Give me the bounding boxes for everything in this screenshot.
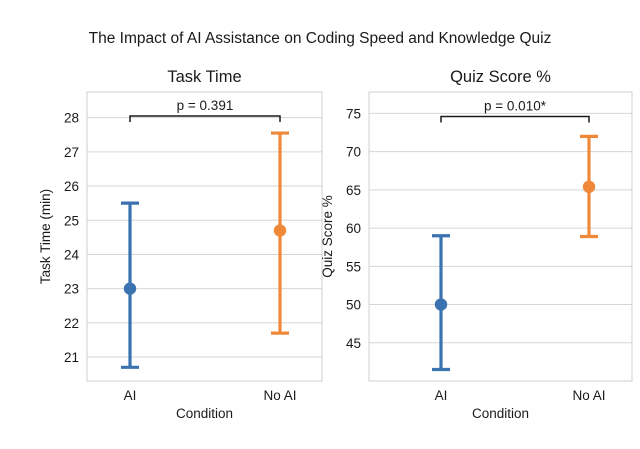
mean-point	[582, 180, 596, 194]
figure-title: The Impact of AI Assistance on Coding Sp…	[89, 30, 552, 47]
x-tick-label: No AI	[263, 388, 296, 403]
chart-title: Quiz Score %	[450, 68, 551, 86]
y-tick-label: 23	[64, 282, 79, 297]
y-tick-label: 50	[346, 298, 361, 313]
x-tick-label: No AI	[572, 388, 605, 403]
x-tick-label: AI	[124, 388, 137, 403]
plot-frame	[368, 91, 633, 382]
significance-bracket	[129, 115, 281, 122]
mean-point	[123, 282, 137, 295]
y-tick-label: 70	[346, 145, 361, 160]
plot-frame	[86, 91, 323, 382]
x-tick-label: AI	[435, 388, 448, 403]
chart-panel-2: 45 50 55 60 65 70 75 Quiz Score % AI No AI Conditi…	[320, 68, 633, 421]
y-tick-label: 65	[346, 183, 361, 198]
y-tick-label: 26	[64, 179, 79, 194]
y-tick-label: 28	[64, 111, 79, 126]
p-value-label: p = 0.391	[177, 98, 234, 113]
y-tick-label: 27	[64, 145, 79, 160]
mean-point	[273, 224, 287, 237]
mean-point	[434, 298, 448, 311]
y-axis-label: Quiz Score %	[320, 195, 335, 278]
y-tick-label: 22	[64, 316, 79, 331]
chart-title: Task Time	[167, 68, 241, 86]
y-tick-label: 75	[346, 106, 361, 121]
y-tick-label: 25	[64, 213, 79, 228]
x-axis-label: Condition	[472, 406, 529, 421]
significance-bracket	[440, 115, 590, 123]
y-tick-label: 21	[64, 350, 79, 365]
p-value-label: p = 0.010*	[484, 98, 547, 113]
chart-panel-1: 21 22 23 24 25 26 27 28 Task Time AI No AI Conditio…	[38, 68, 323, 421]
y-tick-label: 60	[346, 221, 361, 236]
y-tick-label: 24	[64, 247, 80, 262]
y-tick-label: 45	[346, 336, 361, 351]
x-axis-label: Condition	[176, 406, 233, 421]
y-tick-label: 55	[346, 259, 361, 274]
y-axis-label: Task Time (min)	[38, 189, 53, 284]
